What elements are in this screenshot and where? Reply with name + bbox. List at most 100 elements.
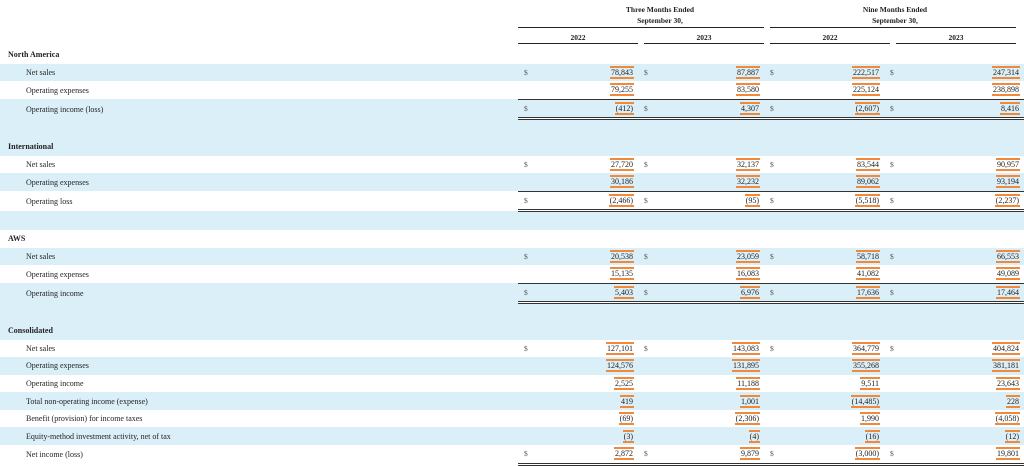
value-cell: 20,538	[540, 247, 638, 266]
currency-symbol: $	[638, 191, 660, 213]
currency-symbol	[518, 173, 540, 192]
value-cell: 78,843	[540, 63, 638, 82]
spacer-cell	[786, 118, 884, 138]
currency-symbol	[518, 427, 540, 446]
table-row: Operating expenses 124,576 131,895 355,268 3…	[0, 357, 1024, 375]
empty-cell	[764, 46, 786, 64]
value-highlight: 23,643	[996, 376, 1020, 390]
spacer-cell	[518, 210, 540, 230]
three-months-header: Three Months Ended September 30,	[570, 4, 750, 26]
empty-cell	[884, 137, 906, 156]
value-highlight: 364,779	[852, 341, 880, 355]
empty-cell	[638, 46, 660, 64]
currency-symbol	[638, 81, 660, 100]
table-row: Operating income 2,525 11,188 9,511 23,643	[0, 375, 1024, 393]
value-cell: 11,188	[660, 375, 764, 393]
value-cell: 30,186	[540, 173, 638, 192]
currency-symbol: $	[518, 191, 540, 213]
value-highlight: 15,135	[610, 267, 634, 281]
value-highlight: (12)	[1004, 429, 1020, 443]
value-cell: 83,544	[786, 156, 884, 174]
spacer-cell	[764, 210, 786, 230]
value-cell: (16)	[786, 427, 884, 446]
value-cell: 1,001	[660, 392, 764, 410]
value-highlight: 225,124	[852, 83, 880, 97]
table-row: Operating expenses 15,135 16,083 41,082 49,0…	[0, 265, 1024, 284]
empty-cell	[660, 321, 764, 340]
currency-symbol: $	[518, 283, 540, 305]
value-cell: 143,083	[660, 340, 764, 358]
section-spacer	[0, 118, 1024, 138]
value-cell: (69)	[540, 410, 638, 428]
row-label: Operating income (loss)	[0, 99, 518, 119]
value-highlight: 131,895	[732, 359, 760, 373]
value-highlight: (4)	[748, 429, 760, 443]
empty-cell	[660, 46, 764, 64]
value-cell: 222,517	[786, 63, 884, 82]
row-label: Operating expenses	[0, 173, 518, 192]
currency-symbol	[638, 173, 660, 192]
value-cell: 1,990	[786, 410, 884, 428]
spacer-cell	[786, 210, 884, 230]
currency-symbol: $	[764, 283, 786, 305]
spacer-cell	[660, 302, 764, 322]
value-cell: 8,416	[906, 99, 1024, 121]
currency-symbol: $	[764, 247, 786, 266]
currency-symbol: $	[884, 63, 906, 82]
year-rule-3	[770, 43, 890, 44]
value-cell: 131,895	[660, 357, 764, 375]
value-highlight: 87,887	[736, 65, 760, 79]
spacer-cell	[906, 302, 1024, 322]
currency-symbol	[884, 81, 906, 100]
financial-table-view: Three Months Ended September 30, Nine Mo…	[0, 4, 1024, 466]
section-title: Consolidated	[0, 321, 518, 340]
currency-symbol: $	[764, 63, 786, 82]
currency-symbol: $	[890, 159, 894, 169]
value-highlight: 20,538	[610, 249, 634, 263]
currency-symbol: $	[638, 247, 660, 266]
empty-cell	[884, 230, 906, 248]
value-highlight: 404,824	[992, 341, 1020, 355]
table-row: Equity-method investment activity, net o…	[0, 427, 1024, 446]
empty-cell	[540, 137, 638, 156]
spacer-cell	[884, 302, 906, 322]
value-cell: 228	[906, 392, 1024, 410]
value-highlight: 11,188	[736, 376, 760, 390]
value-highlight: 247,314	[992, 65, 1020, 79]
currency-symbol	[884, 392, 906, 410]
spacer-cell	[540, 118, 638, 138]
spacer-cell	[540, 302, 638, 322]
spacer-cell	[0, 302, 518, 322]
currency-symbol: $	[764, 99, 786, 121]
value-highlight: (2,237)	[994, 194, 1020, 208]
value-highlight: 78,843	[610, 65, 634, 79]
currency-symbol	[884, 357, 906, 375]
section-header: International	[0, 137, 1024, 156]
value-highlight: 49,089	[996, 267, 1020, 281]
currency-symbol: $	[638, 99, 660, 121]
empty-cell	[764, 137, 786, 156]
value-cell: (412)	[540, 99, 638, 121]
empty-cell	[518, 137, 540, 156]
currency-symbol	[884, 427, 906, 446]
value-highlight: 127,101	[606, 341, 634, 355]
currency-symbol: $	[764, 445, 786, 466]
empty-cell	[540, 46, 638, 64]
value-highlight: (5,518)	[854, 194, 880, 208]
spacer-cell	[0, 118, 518, 138]
row-label: Net sales	[26, 343, 56, 353]
value-cell: (5,518)	[786, 191, 884, 213]
currency-symbol	[518, 357, 540, 375]
value-highlight: 8,416	[1000, 102, 1020, 116]
row-label: Operating income	[26, 378, 84, 388]
value-cell: 23,643	[906, 375, 1024, 393]
currency-symbol	[764, 375, 786, 393]
empty-cell	[786, 230, 884, 248]
table-row: Operating income $5,403 $6,976 $17,636 $17,4…	[0, 283, 1024, 305]
section-spacer	[0, 210, 1024, 230]
currency-symbol: $	[524, 343, 528, 353]
value-highlight: (2,607)	[854, 102, 880, 116]
currency-symbol: $	[890, 343, 894, 353]
three-months-rule	[518, 27, 764, 28]
currency-symbol	[638, 375, 660, 393]
